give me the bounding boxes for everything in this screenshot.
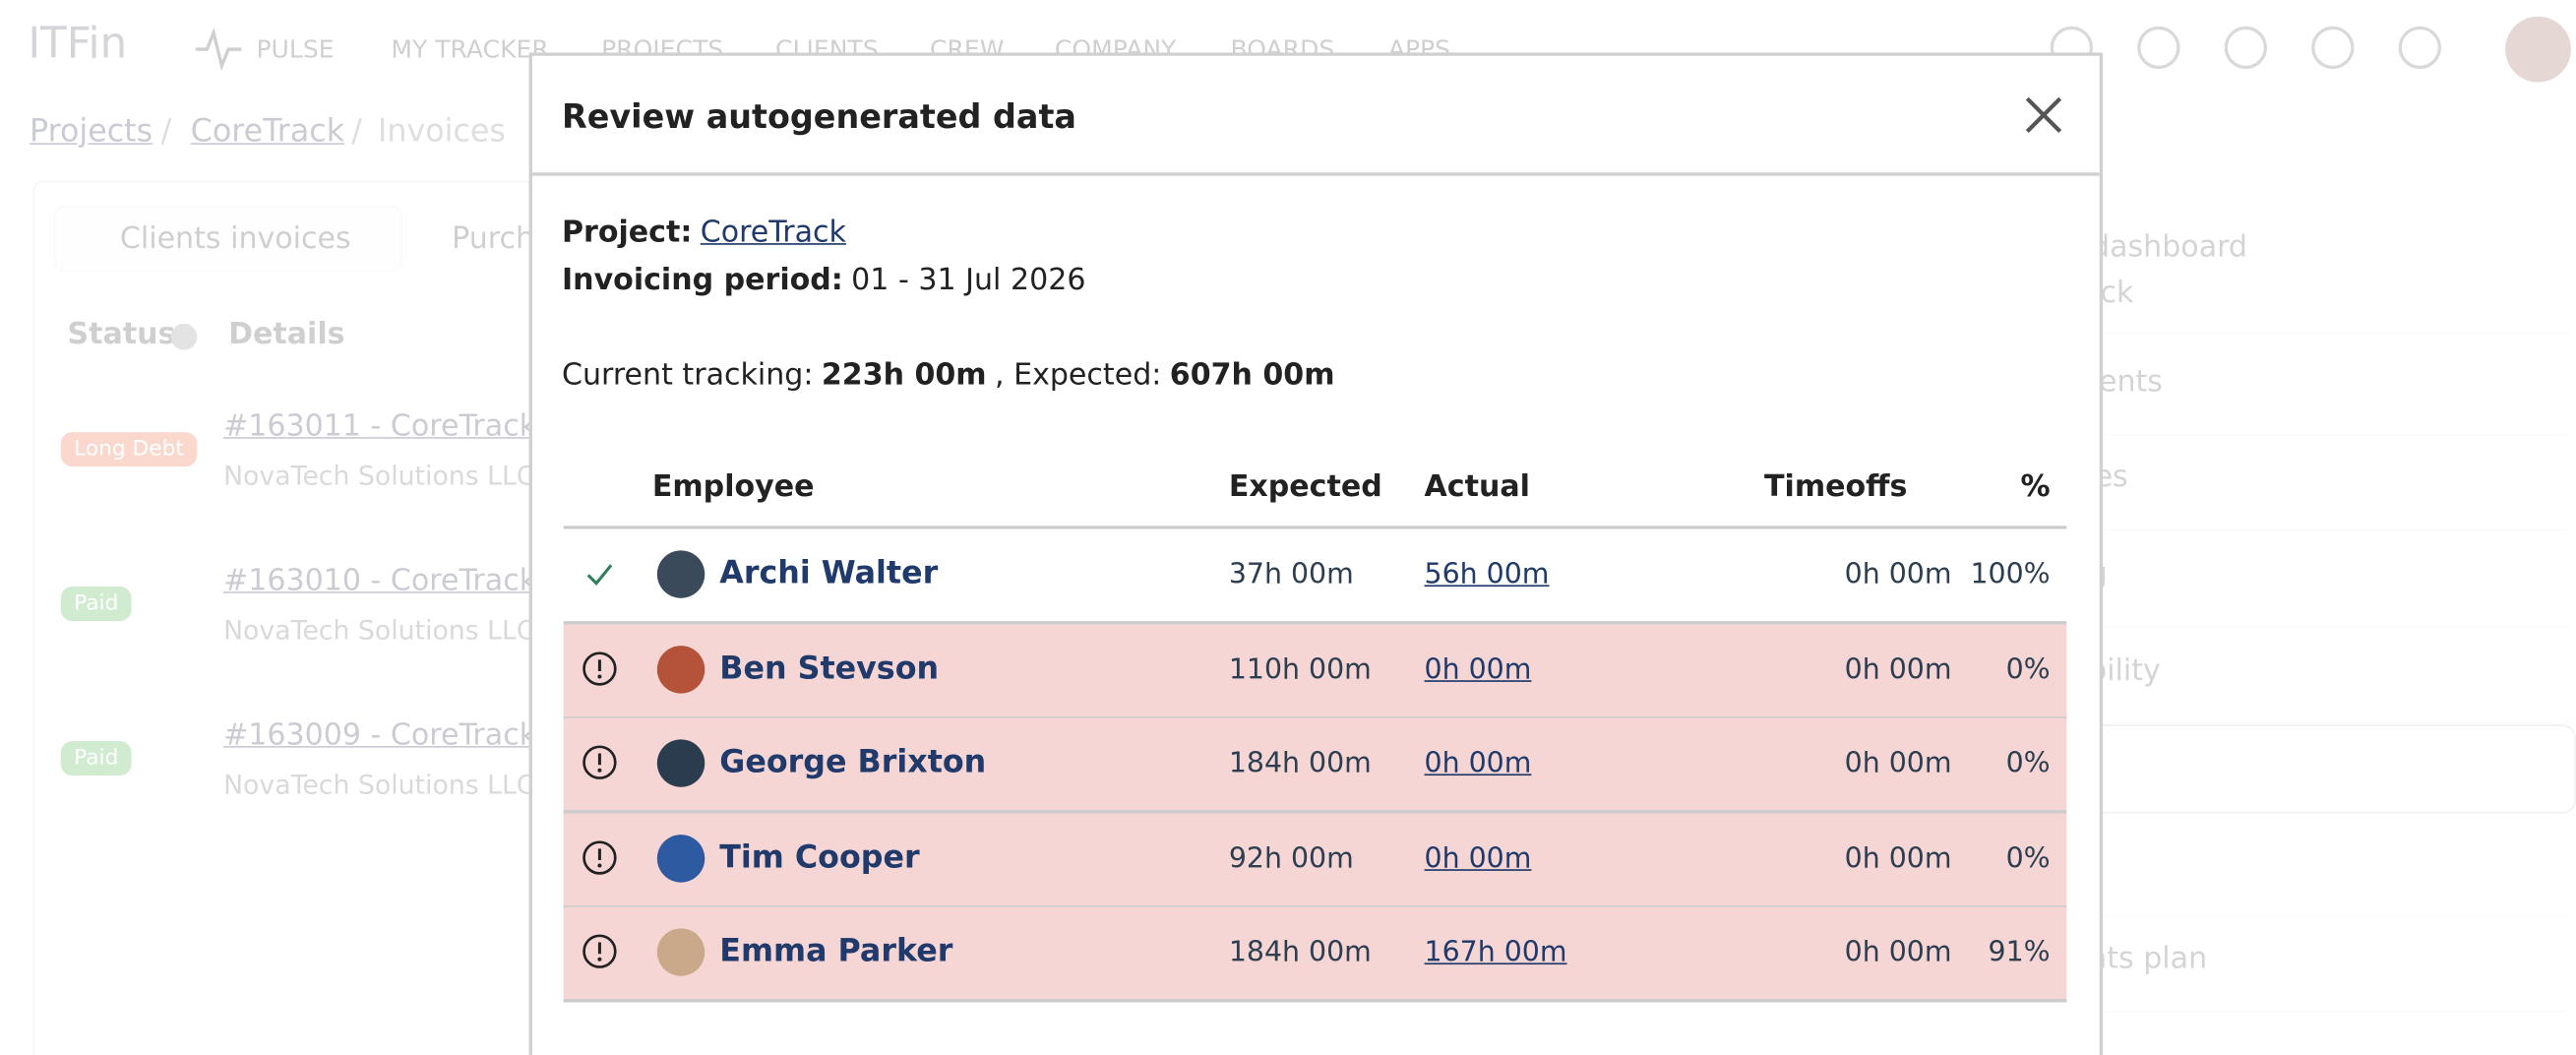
employee-name: Ben Stevson [719, 650, 940, 687]
warning-icon [583, 745, 617, 779]
timeoffs: 0h 00m [1844, 652, 1952, 687]
table-row: Ben Stevson 110h 00m 0h 00m 0h 00m 0% [563, 623, 2067, 719]
table-row: Tim Cooper 92h 00m 0h 00m 0h 00m 0% [563, 812, 2067, 908]
column-header: Timeoffs [1764, 469, 1908, 505]
avatar [656, 834, 705, 882]
info-line: Project: CoreTrack [562, 216, 854, 250]
percent: 0% [2005, 652, 2051, 687]
employee-name: Emma Parker [719, 933, 953, 970]
divider [531, 172, 2100, 176]
warning-icon [583, 839, 617, 874]
info-text: Invoicing period: [562, 263, 843, 298]
percent: 0% [2005, 747, 2051, 781]
info-text: Project: [562, 215, 693, 250]
expected: 92h 00m [1228, 841, 1354, 876]
avatar [656, 928, 705, 976]
percent: 0% [2005, 841, 2051, 876]
warning-icon [583, 934, 617, 968]
info-text: 223h 00m [821, 357, 987, 394]
actual[interactable]: 0h 00m [1424, 652, 1532, 687]
expected: 110h 00m [1228, 652, 1372, 687]
column-header: % [2020, 469, 2051, 505]
actual[interactable]: 167h 00m [1424, 936, 1567, 970]
info-text: 607h 00m [1169, 357, 1335, 394]
timeoffs: 0h 00m [1844, 841, 1952, 876]
expected: 184h 00m [1228, 936, 1372, 970]
close-button[interactable] [2024, 95, 2063, 135]
avatar [656, 645, 705, 693]
timeoffs: 0h 00m [1844, 558, 1952, 592]
employee-name: George Brixton [719, 744, 987, 781]
column-header: Actual [1424, 469, 1530, 505]
column-header: Expected [1228, 469, 1382, 505]
actual[interactable]: 0h 00m [1424, 747, 1532, 781]
percent: 100% [1970, 558, 2051, 592]
info-text: Current tracking: [562, 357, 814, 394]
info-text: , Expected: [994, 357, 1162, 394]
info-text: 01 - 31 Jul 2026 [851, 263, 1086, 298]
percent: 91% [1988, 936, 2051, 970]
info-line: Invoicing period: 01 - 31 Jul 2026 [562, 263, 1094, 297]
expected: 37h 00m [1228, 558, 1354, 592]
actual[interactable]: 56h 00m [1424, 558, 1550, 592]
warning-icon [583, 651, 617, 685]
avatar [656, 739, 705, 787]
expected: 184h 00m [1228, 747, 1372, 781]
timeoffs: 0h 00m [1844, 747, 1952, 781]
employee-name: Tim Cooper [719, 838, 920, 876]
employee-name: Archi Walter [719, 555, 939, 592]
avatar [656, 550, 705, 598]
info-line: Current tracking: 223h 00m, Expected: 607h… [562, 358, 1343, 393]
project-link[interactable]: CoreTrack [700, 215, 846, 250]
table-row: Archi Walter 37h 00m 56h 00m 0h 00m 100% [563, 528, 2067, 625]
table-row: Emma Parker 184h 00m 167h 00m 0h 00m 91% [563, 906, 2067, 1003]
table-row: George Brixton 184h 00m 0h 00m 0h 00m 0% [563, 717, 2067, 814]
table-rule [563, 526, 2067, 529]
modal-title: Review autogenerated data [562, 96, 1076, 137]
column-header: Employee [651, 469, 815, 505]
modal: Review autogenerated data Project: CoreTra… [528, 52, 2104, 1055]
ok-icon [586, 564, 613, 586]
actual[interactable]: 0h 00m [1424, 841, 1532, 876]
timeoffs: 0h 00m [1844, 936, 1952, 970]
